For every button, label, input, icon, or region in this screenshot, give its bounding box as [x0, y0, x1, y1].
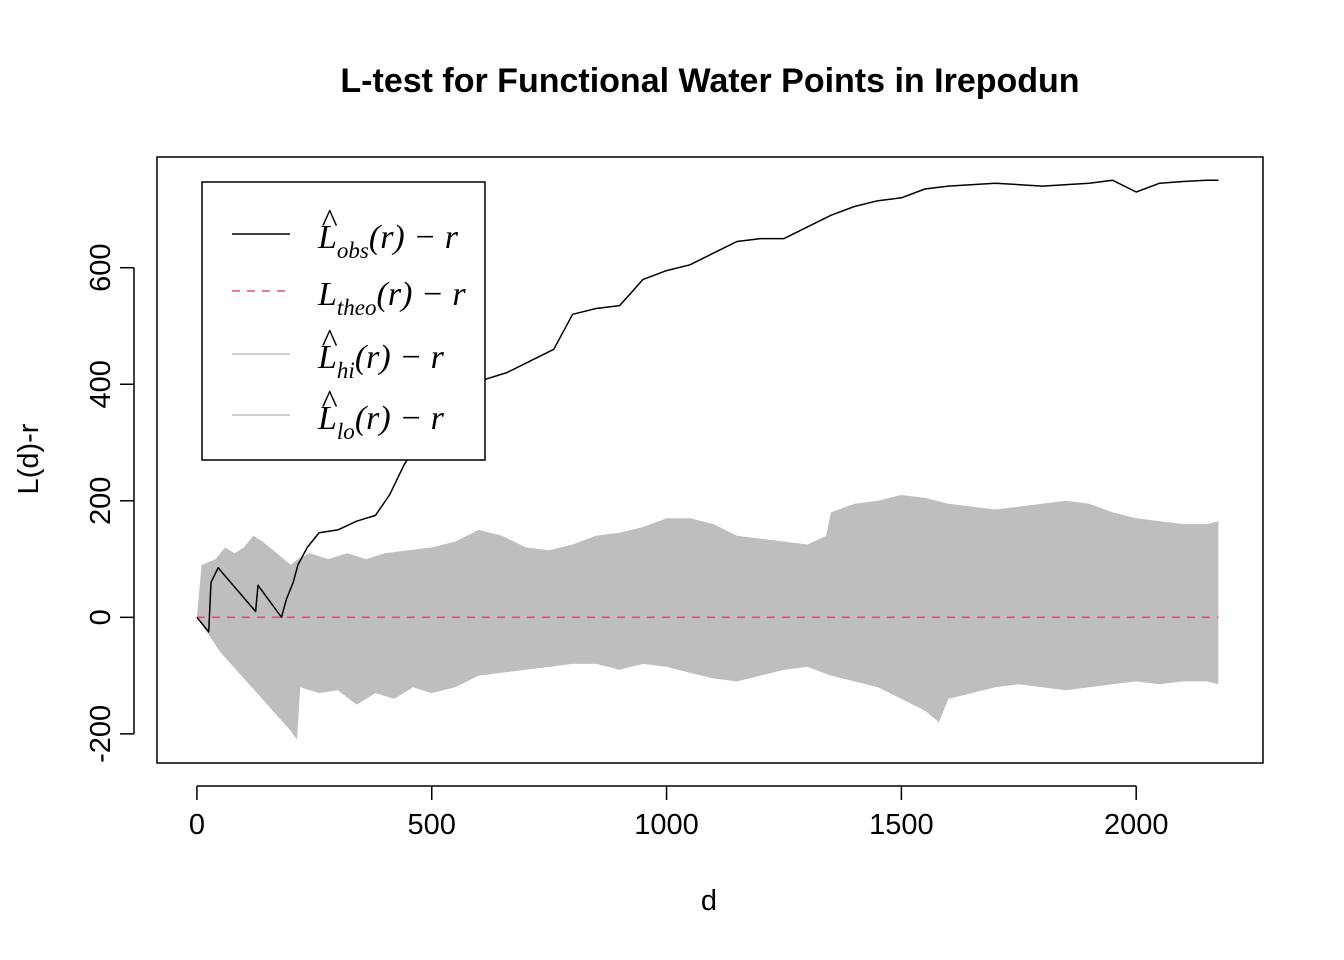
- legend-hat-obs: ^: [321, 203, 338, 240]
- x-tick-label: 1500: [869, 809, 934, 841]
- y-axis-label: L(d)-r: [13, 423, 45, 494]
- legend-label-theo: Ltheo(r) − r: [317, 276, 466, 320]
- x-tick-label: 0: [189, 809, 205, 841]
- x-tick-label: 500: [408, 809, 456, 841]
- legend-label-obs: Lobs(r) − r: [317, 219, 459, 263]
- y-tick-label: 400: [85, 360, 117, 408]
- y-tick-label: -200: [85, 705, 117, 763]
- y-tick-label: 200: [85, 477, 117, 525]
- plot-area: [196, 179, 1219, 740]
- legend-label-lo: Llo(r) − r: [317, 400, 445, 444]
- legend-hat-hi: ^: [321, 323, 338, 360]
- legend-hat-lo: ^: [321, 384, 338, 421]
- plot-frame: [156, 156, 1264, 764]
- series-obs-line: [196, 179, 1219, 633]
- x-axis-label: d: [701, 885, 717, 917]
- y-tick-label: 600: [85, 244, 117, 292]
- y-tick-label: 0: [85, 609, 117, 625]
- chart-title: L-test for Functional Water Points in Ir…: [340, 62, 1079, 100]
- x-tick-label: 1000: [634, 809, 699, 841]
- legend-label-hi: Lhi(r) − r: [317, 339, 445, 383]
- legend-box: [201, 181, 486, 461]
- axes: 0 500 1000 1500 2000 -200 0 200 400 600: [85, 156, 1264, 841]
- x-tick-label: 2000: [1104, 809, 1169, 841]
